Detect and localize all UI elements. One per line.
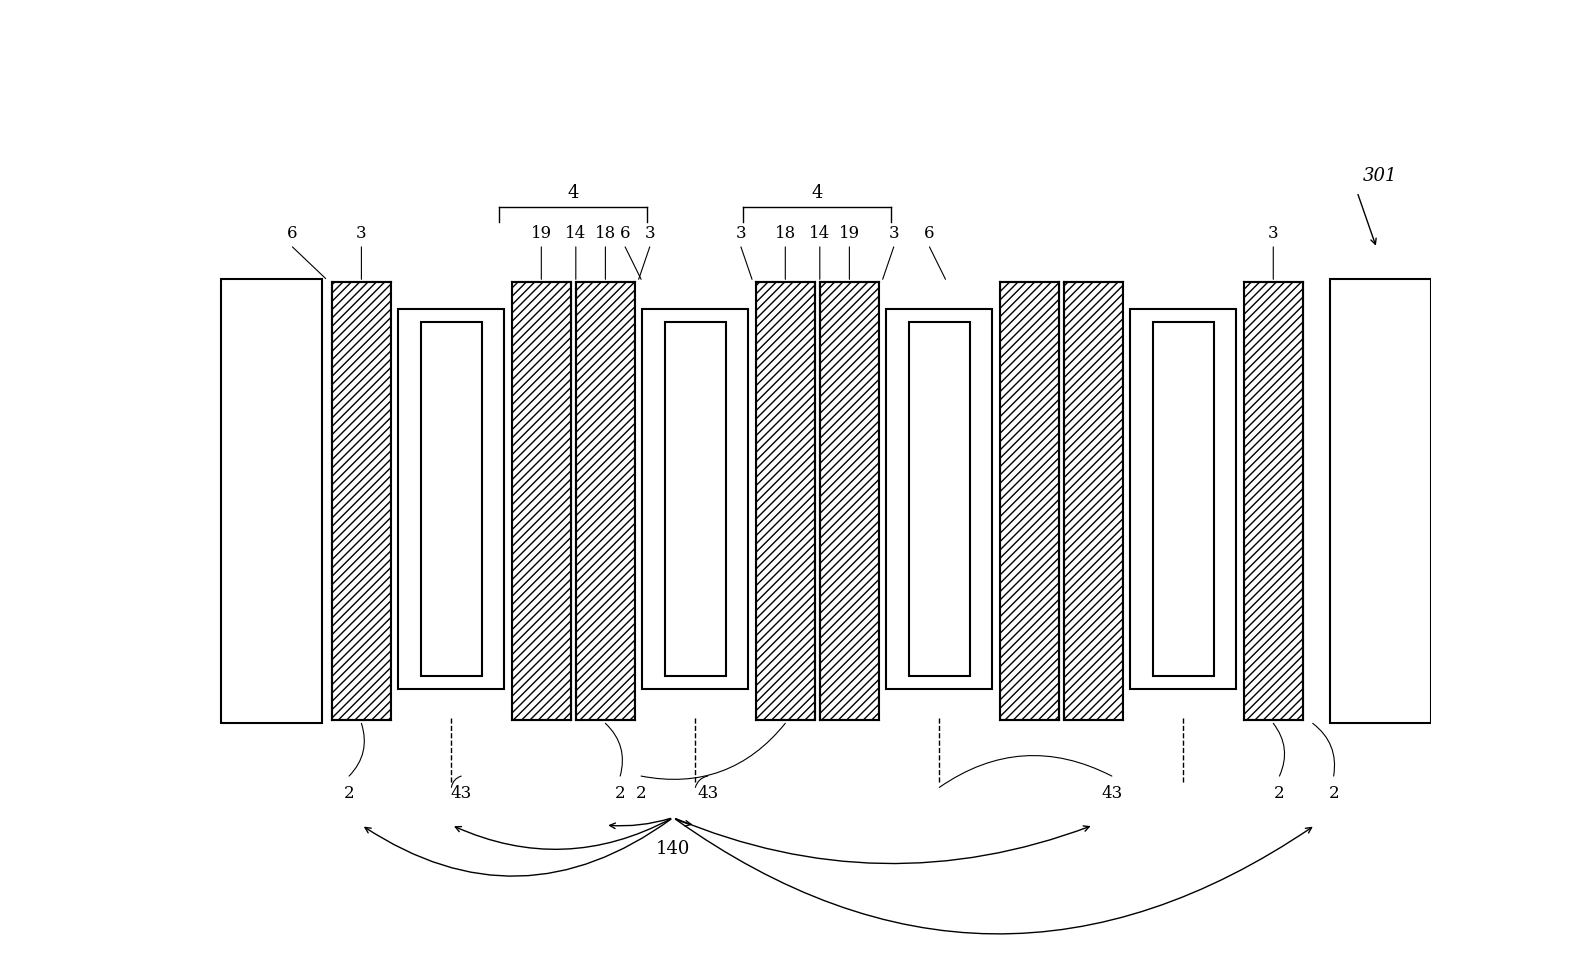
Bar — [221, 280, 321, 724]
Bar — [1064, 283, 1123, 720]
Text: 2: 2 — [1274, 783, 1285, 801]
Text: 3: 3 — [356, 225, 367, 242]
Bar — [879, 283, 1000, 720]
Text: 4: 4 — [568, 184, 579, 201]
Text: 140: 140 — [657, 839, 690, 857]
Bar — [391, 283, 512, 720]
Text: 18: 18 — [774, 225, 797, 242]
Bar — [576, 283, 634, 720]
Text: 43: 43 — [1102, 783, 1123, 801]
Text: 4: 4 — [811, 184, 824, 201]
Text: 6: 6 — [620, 225, 630, 242]
Bar — [1000, 283, 1059, 720]
Text: 301: 301 — [1363, 167, 1398, 185]
Bar — [908, 323, 970, 676]
Text: 2: 2 — [1328, 783, 1339, 801]
Bar — [1329, 280, 1431, 724]
Bar — [512, 283, 571, 720]
Bar — [1064, 283, 1123, 720]
Bar — [1123, 283, 1243, 720]
Text: 2: 2 — [636, 783, 647, 801]
Bar — [1130, 309, 1237, 689]
Bar — [755, 283, 814, 720]
Bar — [820, 283, 879, 720]
Bar — [512, 283, 571, 720]
Text: 2: 2 — [615, 783, 625, 801]
Text: 6: 6 — [924, 225, 935, 242]
Bar — [420, 323, 482, 676]
Bar — [1243, 283, 1302, 720]
Text: 2: 2 — [343, 783, 355, 801]
Text: 14: 14 — [809, 225, 830, 242]
Bar — [332, 283, 391, 720]
Bar — [576, 283, 634, 720]
Text: 3: 3 — [889, 225, 898, 242]
Text: 18: 18 — [595, 225, 615, 242]
Text: 3: 3 — [1267, 225, 1278, 242]
Bar — [332, 283, 391, 720]
Bar — [1153, 323, 1215, 676]
Text: 43: 43 — [696, 783, 719, 801]
Text: 3: 3 — [644, 225, 655, 242]
Bar — [755, 283, 814, 720]
Text: 14: 14 — [564, 225, 587, 242]
Bar — [820, 283, 879, 720]
Bar — [634, 283, 755, 720]
Text: 6: 6 — [288, 225, 297, 242]
Text: 43: 43 — [450, 783, 472, 801]
Bar — [1000, 283, 1059, 720]
Bar — [886, 309, 992, 689]
Bar — [399, 309, 504, 689]
Bar — [1243, 283, 1302, 720]
Text: 19: 19 — [840, 225, 860, 242]
Bar — [665, 323, 727, 676]
Text: 19: 19 — [531, 225, 552, 242]
Bar — [642, 309, 749, 689]
Text: 3: 3 — [736, 225, 746, 242]
